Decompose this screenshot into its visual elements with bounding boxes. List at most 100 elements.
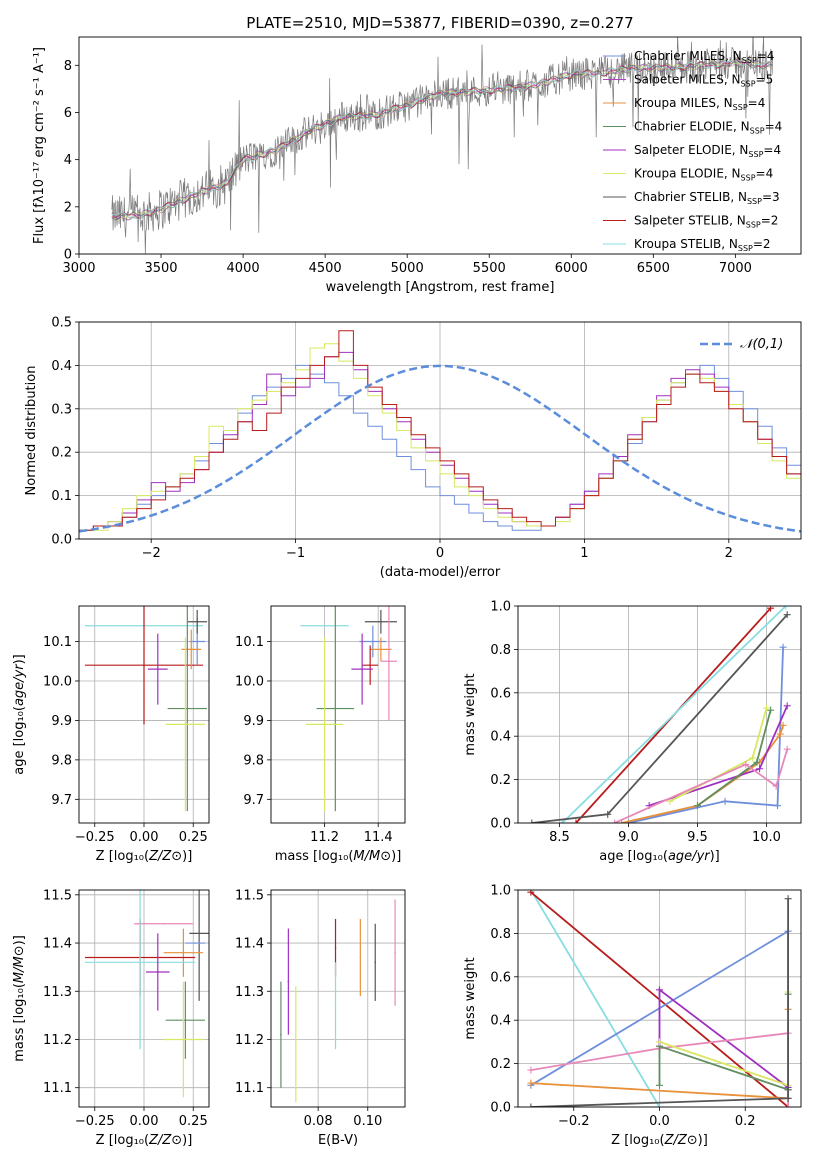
series-marker <box>756 765 764 773</box>
x-tick-label: −0.25 <box>75 1114 115 1129</box>
plot-area <box>84 890 209 1098</box>
y-tick-label: 11.2 <box>235 1033 264 1048</box>
y-tick-label: 2 <box>64 200 72 215</box>
series-line-pink <box>614 748 789 823</box>
data-point <box>361 668 363 670</box>
series-marker <box>749 754 757 762</box>
series-marker <box>784 1094 792 1102</box>
plot-area <box>528 606 791 823</box>
x-axis-label: E(B-V) <box>318 1133 358 1148</box>
y-tick-label: 0.4 <box>490 1014 511 1029</box>
data-point <box>139 961 141 964</box>
legend-label: Salpeter ELODIE, NSSP=4 <box>634 143 781 159</box>
y-tick-label: 11.5 <box>235 888 264 903</box>
y-tick-label: 6 <box>64 106 72 121</box>
x-tick-label: 11.4 <box>364 830 393 845</box>
panel-mass-vs-ebv: 0.08 0.10 11.1 11.2 11.3 11.4 11.5 E(B-V) <box>235 888 406 1148</box>
x-axis-label-math: Z/Z <box>148 849 172 864</box>
spectrum-data-line <box>111 37 774 254</box>
x-tick-label: 0.25 <box>179 1114 208 1129</box>
y-tick-label: 1.0 <box>490 884 511 899</box>
legend-label-sub: SSP <box>741 174 756 183</box>
x-axis-label: Z [log₁₀(Z/Z⊙)] <box>96 849 193 864</box>
series-line-chabrier-miles <box>628 647 784 823</box>
x-tick-label: 6000 <box>555 261 588 276</box>
x-tick-label: 1 <box>580 546 588 561</box>
legend-label: Kroupa STELIB, NSSP=2 <box>634 237 771 253</box>
x-axis-label: wavelength [Angstrom, rest frame] <box>326 280 555 295</box>
series-marker <box>779 643 787 651</box>
series-marker <box>767 706 775 714</box>
legend-label-text: Salpeter MILES, N <box>634 73 741 87</box>
x-tick-label: 9.5 <box>687 830 708 845</box>
y-axis-label: age [log₁₀(age/yr)] <box>12 654 27 775</box>
x-axis-label: mass [log₁₀(M/M⊙)] <box>275 849 402 864</box>
plot-area <box>111 37 774 254</box>
legend-label-text: Kroupa MILES, N <box>634 96 733 110</box>
data-point <box>143 664 145 666</box>
x-tick-label: −0.2 <box>558 1114 590 1129</box>
panel-spectrum: 3000 3500 4000 4500 5000 5500 6000 6500 7000 0 2 4 6… <box>32 36 802 295</box>
legend-label-text: Chabrier MILES, N <box>634 49 742 63</box>
data-point <box>196 640 198 643</box>
model-line-kroupa-elodie <box>111 59 773 221</box>
legend-label: Salpeter STELIB, NSSP=2 <box>634 214 778 230</box>
y-axis-label-end: ⊙)] <box>12 935 27 956</box>
x-tick-label: 6500 <box>637 261 670 276</box>
x-axis-label: (data-model)/error <box>380 565 501 580</box>
panel-mass-vs-z: −0.25 0.00 0.25 11.1 11.2 11.3 11.4 11.5 Z [log₁… <box>12 888 210 1148</box>
data-point <box>380 648 382 651</box>
x-axis-label-end: ⊙)] <box>687 1133 708 1148</box>
x-tick-label: 5500 <box>473 261 506 276</box>
series-marker <box>779 721 787 729</box>
x-tick-label: 0.00 <box>130 830 159 845</box>
legend-label-value: =4 <box>763 143 781 157</box>
y-tick-label: 0.0 <box>490 1101 511 1116</box>
legend-label-sub: SSP <box>748 150 763 159</box>
data-point <box>334 1004 337 1007</box>
legend-label-sub: SSP <box>738 244 753 253</box>
y-tick-label: 10.1 <box>43 635 72 650</box>
figure-title: PLATE=2510, MJD=53877, FIBERID=0390, z=0… <box>246 14 633 32</box>
x-tick-label: 5000 <box>391 261 424 276</box>
legend-label-sub: SSP <box>741 80 756 89</box>
series-marker <box>527 1079 535 1087</box>
y-axis-label: Flux [fλ10⁻¹⁷ erg cm⁻² s⁻¹ A⁻¹] <box>32 47 47 244</box>
y-axis-label: mass weight <box>463 673 478 755</box>
x-tick-label: 0.00 <box>130 1114 159 1129</box>
series-marker <box>784 1103 792 1107</box>
data-point <box>190 648 193 651</box>
x-axis-label-end: )] <box>710 849 720 864</box>
y-tick-label: 0.0 <box>490 817 511 832</box>
x-tick-label: 0.10 <box>353 1114 382 1129</box>
data-point <box>388 660 390 663</box>
data-point <box>334 707 337 710</box>
y-tick-label: 0.8 <box>490 643 511 658</box>
y-tick-label: 9.9 <box>243 714 264 729</box>
plot-area <box>79 330 801 533</box>
axes-frame <box>270 889 406 1108</box>
plot-area <box>84 606 208 812</box>
data-point <box>369 664 371 666</box>
series-line-kroupa-stelib <box>530 890 661 1107</box>
data-point <box>334 947 337 949</box>
plot-area <box>527 890 792 1107</box>
data-point <box>196 620 198 623</box>
y-tick-label: 0.2 <box>51 446 72 461</box>
series-line-chabrier-stelib <box>531 614 788 823</box>
y-tick-label: 8 <box>64 59 72 74</box>
series-marker <box>604 810 612 818</box>
data-point <box>323 624 326 627</box>
legend-label: Chabrier ELODIE, NSSP=4 <box>634 120 782 136</box>
x-tick-label: 0.25 <box>179 830 208 845</box>
model-line-salpeter-stelib <box>111 58 773 219</box>
legend-label-value: =4 <box>765 120 783 134</box>
y-tick-label: 0.3 <box>51 402 72 417</box>
series-line-kroupa-elodie <box>669 707 768 803</box>
x-tick-label: 0.08 <box>304 1114 333 1129</box>
series-line-kroupa-stelib <box>561 606 787 823</box>
axes-frame <box>78 605 210 824</box>
plot-area <box>280 899 396 1103</box>
axes-frame <box>78 321 802 540</box>
y-tick-label: 0.4 <box>51 359 72 374</box>
